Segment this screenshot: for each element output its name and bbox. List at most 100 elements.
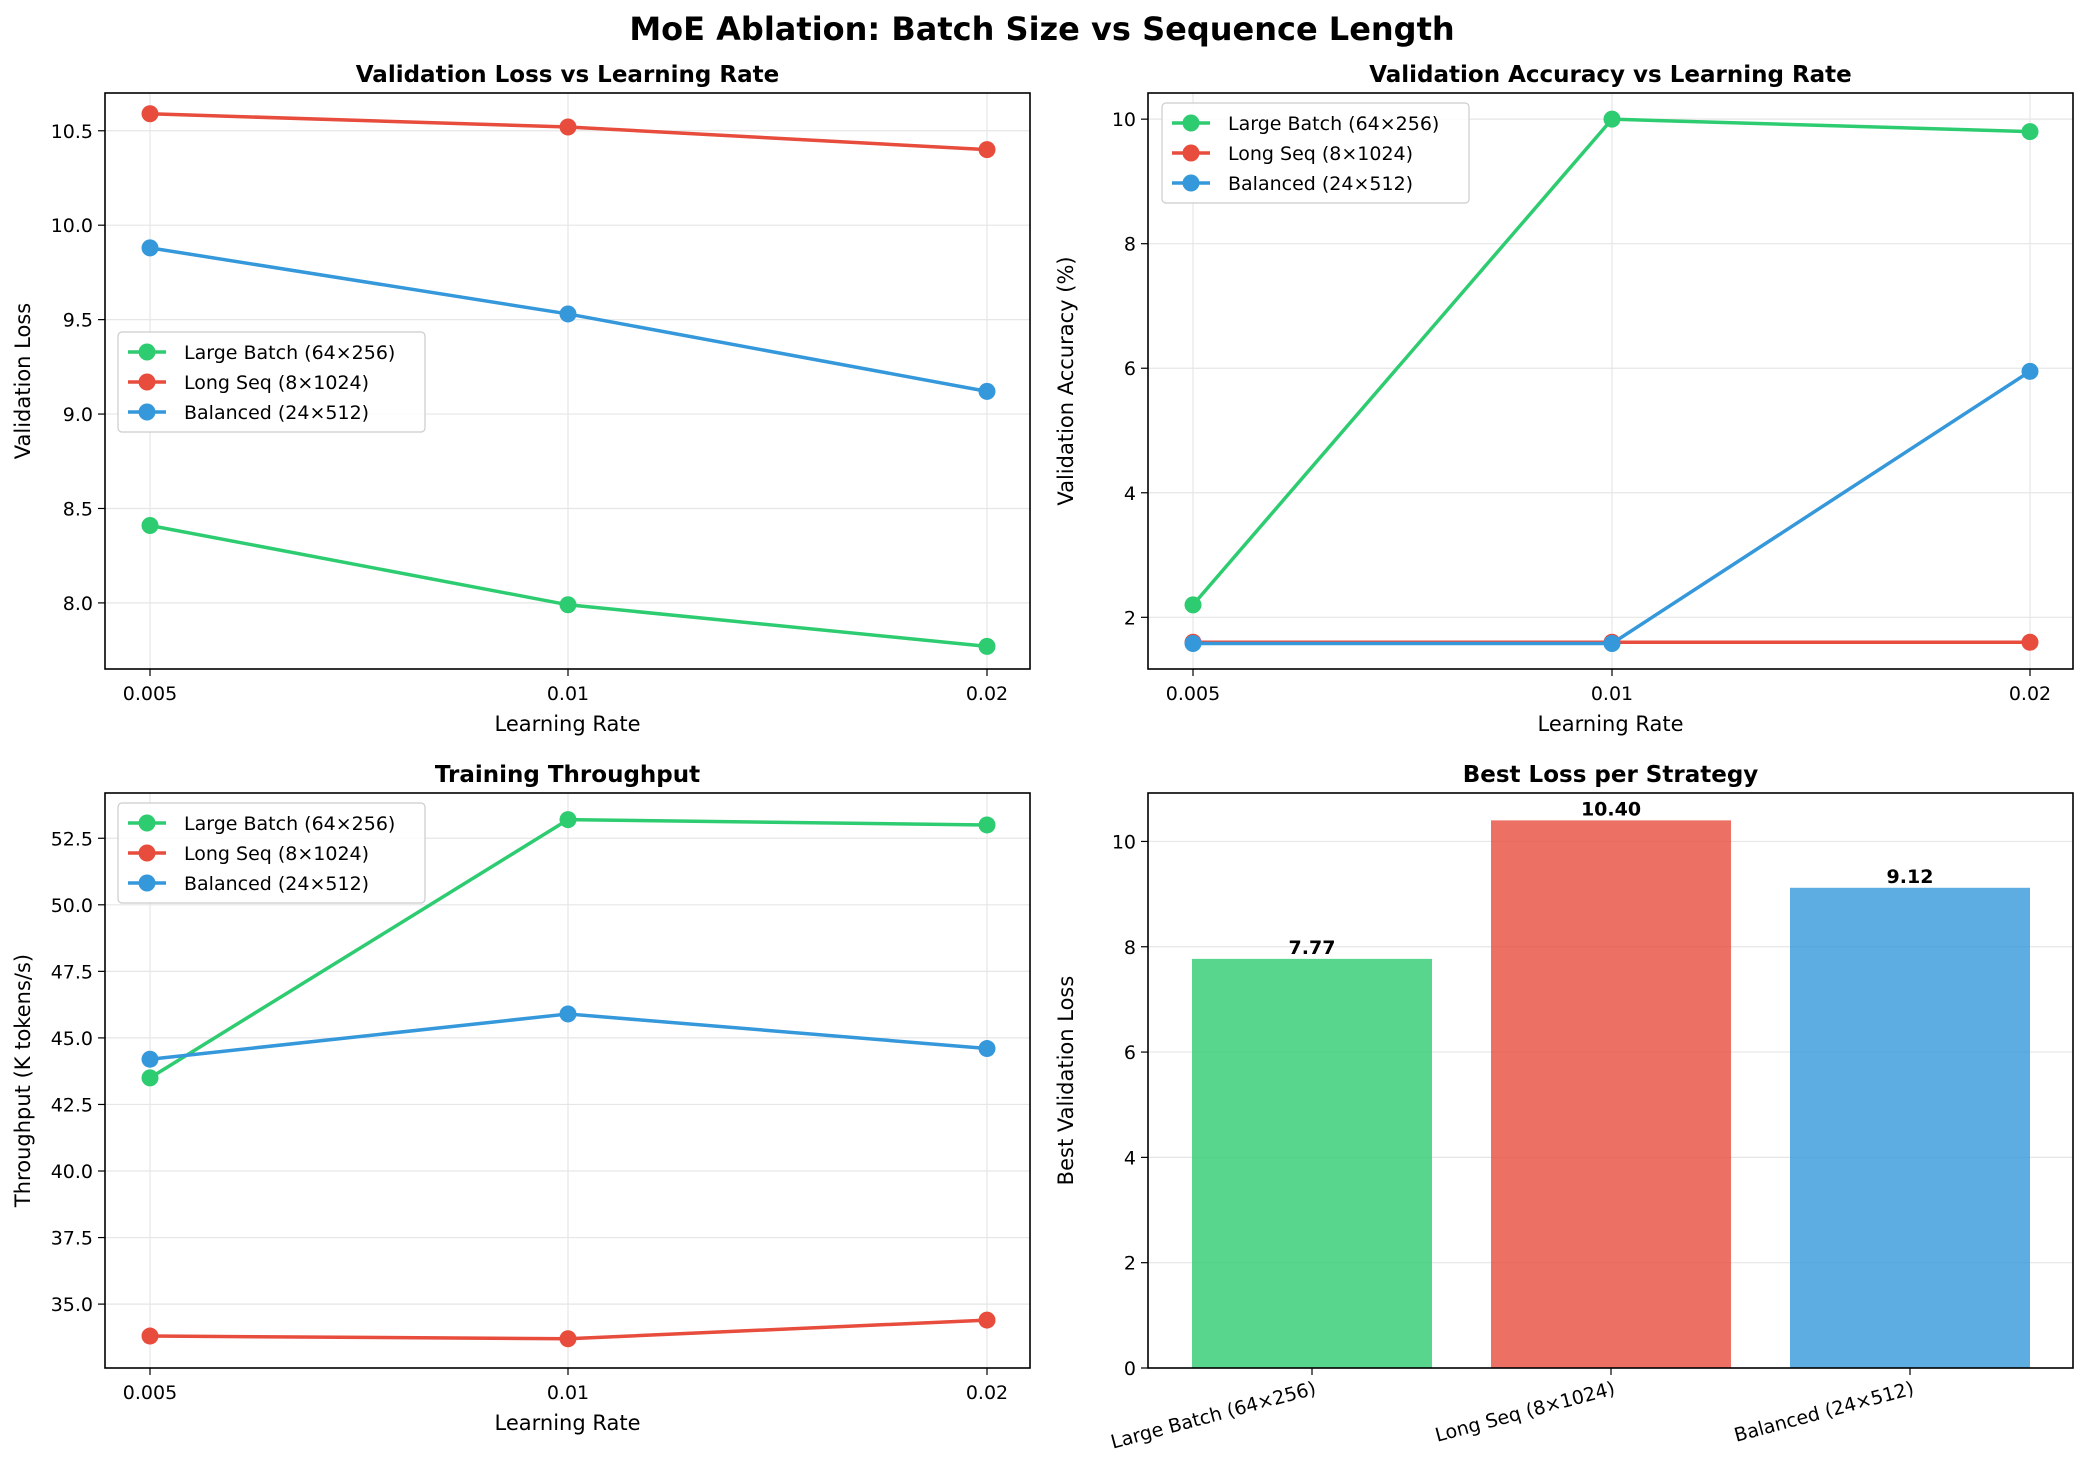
legend-marker — [138, 814, 156, 832]
chart-title: Best Loss per Strategy — [1463, 762, 1759, 788]
x-tick-label: 0.02 — [966, 683, 1008, 705]
legend-label: Balanced (24×512) — [184, 402, 369, 424]
x-tick-label: Long Seq (8×1024) — [1433, 1378, 1617, 1447]
y-tick-label: 52.5 — [51, 828, 93, 850]
x-tick-label: 0.01 — [547, 1382, 589, 1404]
data-point — [141, 105, 159, 123]
chart-title: Validation Loss vs Learning Rate — [356, 62, 779, 88]
y-tick-label: 8.5 — [63, 498, 93, 520]
data-point — [559, 1005, 577, 1023]
x-tick-label: 0.01 — [1591, 683, 1633, 705]
y-tick-label: 8 — [1124, 937, 1136, 959]
y-tick-label: 47.5 — [51, 961, 93, 983]
data-point — [1184, 634, 1202, 652]
y-tick-label: 4 — [1124, 1147, 1136, 1169]
y-tick-label: 40.0 — [51, 1161, 93, 1183]
data-point — [559, 305, 577, 323]
chart-title: Training Throughput — [435, 762, 700, 788]
legend-label: Balanced (24×512) — [1228, 173, 1413, 195]
y-tick-label: 10 — [1112, 831, 1136, 853]
bar-value-label: 7.77 — [1289, 937, 1336, 959]
x-tick-label: Balanced (24×512) — [1732, 1378, 1916, 1447]
y-axis-label: Throughput (K tokens/s) — [11, 954, 35, 1208]
y-tick-label: 8.0 — [63, 593, 93, 615]
data-point — [978, 816, 996, 834]
y-tick-label: 9.5 — [63, 310, 93, 332]
x-tick-label: Large Batch (64×256) — [1108, 1378, 1318, 1454]
x-tick-label: 0.02 — [2009, 683, 2051, 705]
bar-value-label: 10.40 — [1581, 798, 1641, 820]
legend-marker — [138, 343, 156, 361]
data-point — [141, 1327, 159, 1345]
y-tick-label: 37.5 — [51, 1228, 93, 1250]
y-tick-label: 42.5 — [51, 1094, 93, 1116]
legend-marker — [138, 874, 156, 892]
y-tick-label: 45.0 — [51, 1028, 93, 1050]
x-tick-label: 0.005 — [123, 1382, 177, 1404]
bar — [1790, 887, 2030, 1368]
bar-value-label: 9.12 — [1887, 866, 1934, 888]
axes-frame — [1147, 92, 2074, 670]
legend-label: Long Seq (8×1024) — [184, 843, 369, 865]
legend: Large Batch (64×256) Long Seq (8×1024) Bal… — [117, 802, 426, 904]
y-axis-label: Validation Accuracy (%) — [1054, 256, 1078, 505]
legend-marker — [1182, 114, 1200, 132]
chart-panel-2: Validation Accuracy vs Learning Rate 2 4 6 8… — [1054, 62, 2074, 736]
x-axis-label: Learning Rate — [495, 712, 641, 736]
legend-box — [1161, 102, 1470, 204]
data-point — [1603, 110, 1621, 128]
legend-label: Long Seq (8×1024) — [184, 372, 369, 394]
axes-frame — [104, 92, 1031, 670]
data-point — [141, 1050, 159, 1068]
x-tick-label: 0.005 — [1166, 683, 1220, 705]
y-tick-label: 8 — [1124, 234, 1136, 256]
legend-box — [117, 802, 426, 904]
figure-title: MoE Ablation: Batch Size vs Sequence Len… — [629, 10, 1454, 48]
data-point — [978, 1040, 996, 1058]
data-point — [559, 118, 577, 136]
y-tick-label: 2 — [1124, 1253, 1136, 1275]
y-tick-label: 10.0 — [51, 215, 93, 237]
legend-label: Large Batch (64×256) — [184, 813, 395, 835]
data-point — [559, 811, 577, 829]
y-axis-label: Best Validation Loss — [1054, 976, 1078, 1186]
data-point — [141, 1069, 159, 1087]
y-tick-label: 35.0 — [51, 1294, 93, 1316]
legend-marker — [138, 844, 156, 862]
y-tick-label: 0 — [1124, 1358, 1136, 1380]
y-tick-label: 50.0 — [51, 895, 93, 917]
x-tick-label: 0.01 — [547, 683, 589, 705]
axes-frame — [1147, 792, 2074, 1369]
legend-marker — [138, 373, 156, 391]
y-tick-label: 6 — [1124, 1042, 1136, 1064]
legend-marker — [1182, 144, 1200, 162]
data-point — [978, 637, 996, 655]
axes-frame — [104, 792, 1031, 1369]
legend: Large Batch (64×256) Long Seq (8×1024) Bal… — [117, 331, 426, 433]
data-point — [2021, 362, 2039, 380]
data-point — [978, 1311, 996, 1329]
legend-label: Large Batch (64×256) — [1228, 113, 1439, 135]
data-point — [2021, 123, 2039, 141]
legend-label: Balanced (24×512) — [184, 873, 369, 895]
y-tick-label: 4 — [1124, 483, 1136, 505]
data-point — [141, 516, 159, 534]
chart-panel-4: Best Loss per Strategy 0 2 4 6 8 10 7.77 Large B… — [1054, 762, 2074, 1454]
legend: Large Batch (64×256) Long Seq (8×1024) Bal… — [1161, 102, 1470, 204]
data-point — [978, 382, 996, 400]
data-point — [559, 1330, 577, 1348]
y-tick-label: 10 — [1112, 109, 1136, 131]
bar — [1192, 958, 1432, 1368]
legend-box — [117, 331, 426, 433]
legend-marker — [1182, 174, 1200, 192]
y-axis-label: Validation Loss — [11, 303, 35, 459]
x-tick-label: 0.02 — [966, 1382, 1008, 1404]
y-tick-label: 2 — [1124, 607, 1136, 629]
y-tick-label: 6 — [1124, 358, 1136, 380]
data-point — [1603, 634, 1621, 652]
data-point — [559, 596, 577, 614]
y-tick-label: 10.5 — [51, 121, 93, 143]
bar — [1491, 820, 1731, 1368]
chart-title: Validation Accuracy vs Learning Rate — [1369, 62, 1852, 88]
x-axis-label: Learning Rate — [495, 1411, 641, 1435]
